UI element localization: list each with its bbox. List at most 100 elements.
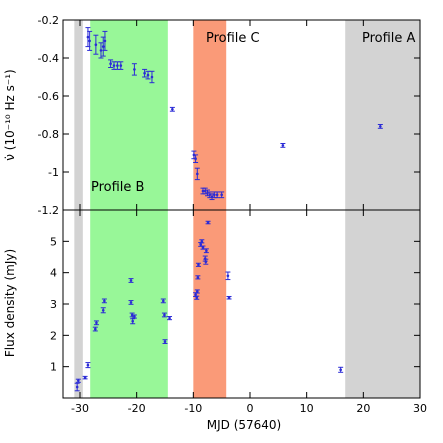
profile-band — [193, 210, 227, 398]
point-marker — [101, 45, 105, 48]
y-tick-label: 5 — [50, 235, 57, 248]
data-point — [85, 362, 91, 369]
y-tick-label: 3 — [50, 298, 57, 311]
data-point — [100, 307, 106, 314]
x-tick-label: 30 — [413, 402, 427, 415]
data-point — [226, 295, 232, 300]
data-point — [130, 318, 136, 325]
y-tick-label: -1 — [48, 166, 59, 179]
point-marker — [99, 49, 103, 52]
point-marker — [195, 296, 199, 300]
point-marker — [109, 62, 112, 65]
data-point — [87, 30, 93, 51]
point-marker — [213, 193, 216, 197]
point-marker — [101, 308, 105, 312]
data-point — [92, 326, 98, 332]
data-point — [160, 298, 166, 304]
point-marker — [129, 279, 133, 282]
x-tick-label: 0 — [247, 402, 254, 415]
point-marker — [129, 301, 133, 304]
data-point — [131, 63, 137, 76]
data-point — [377, 124, 383, 129]
data-point — [82, 375, 88, 380]
point-marker — [204, 260, 208, 264]
profile-band — [74, 210, 83, 398]
data-point — [193, 154, 199, 163]
data-point — [93, 34, 99, 55]
data-point — [100, 36, 106, 57]
point-marker — [86, 35, 90, 39]
data-point — [131, 314, 137, 319]
data-point — [128, 278, 134, 283]
data-point — [194, 167, 200, 181]
data-point — [98, 42, 104, 59]
point-marker — [131, 319, 134, 323]
point-marker — [146, 73, 150, 77]
data-point — [225, 271, 231, 281]
point-marker — [227, 296, 231, 300]
data-point — [214, 191, 220, 199]
data-point — [169, 106, 175, 112]
point-marker — [205, 249, 208, 253]
point-marker — [197, 263, 200, 267]
x-tick-label: -10 — [184, 402, 202, 415]
point-marker — [133, 315, 136, 318]
point-marker — [119, 64, 123, 67]
data-point — [203, 258, 209, 265]
point-marker — [150, 75, 154, 79]
point-marker — [196, 276, 200, 279]
point-marker — [339, 368, 342, 372]
point-marker — [103, 299, 106, 303]
data-point — [219, 191, 225, 199]
point-marker — [226, 274, 230, 278]
y-tick-label: 4 — [50, 267, 57, 280]
data-point — [93, 320, 99, 326]
y-tick-label: 2 — [50, 329, 57, 342]
y-tick-label: -0.4 — [38, 52, 59, 65]
data-point — [108, 59, 114, 68]
point-marker — [163, 313, 166, 317]
point-marker — [201, 189, 205, 193]
data-point — [194, 289, 200, 294]
point-marker — [201, 246, 205, 249]
point-marker — [162, 299, 165, 303]
data-point — [101, 298, 107, 304]
data-point — [280, 143, 286, 148]
profile-band — [345, 20, 420, 210]
point-marker — [95, 321, 98, 325]
point-marker — [281, 144, 285, 147]
y-tick-label: -1.2 — [38, 204, 59, 217]
bottom-panel-ticks: 1 2 3 4 5 -30 -20 -10 0 10 20 30 — [50, 210, 427, 415]
point-marker — [86, 363, 90, 367]
profile-band — [345, 210, 420, 398]
point-marker — [200, 240, 204, 243]
data-point — [194, 295, 200, 300]
point-marker — [94, 327, 97, 331]
data-point — [199, 239, 205, 244]
point-marker — [133, 68, 136, 71]
point-marker — [215, 193, 219, 197]
point-marker — [143, 71, 146, 75]
bottom-panel-points — [74, 220, 344, 392]
data-point — [203, 248, 209, 254]
point-marker — [220, 193, 223, 197]
profile-c-label: Profile C — [206, 31, 260, 46]
point-marker — [75, 385, 79, 389]
data-point — [162, 339, 168, 344]
point-marker — [171, 108, 174, 111]
point-marker — [194, 293, 197, 296]
data-point — [128, 300, 134, 305]
profile-band — [193, 20, 227, 210]
point-marker — [77, 379, 80, 383]
profile-bands-bottom — [74, 210, 420, 398]
data-point — [167, 316, 173, 321]
point-marker — [206, 221, 210, 224]
point-marker — [196, 290, 199, 293]
data-point — [142, 68, 148, 78]
point-marker — [94, 43, 98, 46]
data-point — [74, 382, 80, 392]
top-y-axis-label: ν̇ (10⁻¹⁰ Hz s⁻¹) — [3, 69, 17, 160]
data-point — [102, 30, 108, 51]
y-tick-label: 1 — [50, 361, 57, 374]
